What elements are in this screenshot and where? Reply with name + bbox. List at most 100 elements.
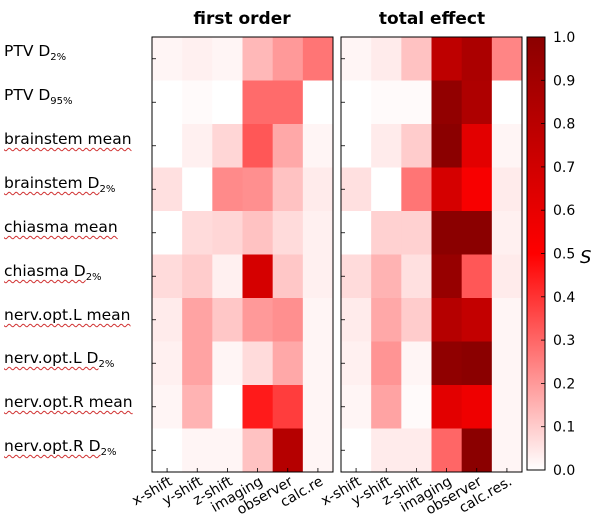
heatmap-cell	[152, 167, 183, 212]
heatmap-cell	[431, 298, 463, 342]
heatmap-cell	[401, 80, 432, 125]
heatmap-cell	[212, 298, 243, 342]
heatmap-cell	[182, 428, 213, 473]
row-label-ptv-d2: PTV D2%	[4, 42, 67, 64]
colorbar-tick-label: 0.8	[553, 117, 575, 133]
heatmap-cell	[152, 341, 183, 386]
heatmap-cell	[461, 298, 493, 342]
heatmap-cell	[341, 37, 372, 81]
heatmap-cell	[242, 254, 274, 299]
colorbar-tick-label: 0.7	[553, 160, 575, 176]
heatmap-cell	[371, 298, 402, 342]
heatmap-cell	[242, 124, 274, 168]
panel-title-first-order: first order	[193, 9, 291, 29]
heatmap-cell	[212, 37, 243, 81]
heatmap-cell	[431, 124, 463, 168]
colorbar-tick-label: 0.4	[553, 290, 575, 306]
heatmap-cell	[152, 254, 183, 299]
heatmap-cell	[371, 167, 402, 212]
heatmap-cell	[182, 211, 213, 255]
heatmap-cell	[272, 341, 304, 386]
heatmap-cell	[302, 167, 334, 212]
heatmap-cell	[491, 341, 523, 386]
heatmap-cell	[371, 37, 402, 81]
heatmap-cell	[152, 80, 183, 125]
heatmap-cell	[461, 37, 493, 81]
heatmap-cell	[491, 211, 523, 255]
heatmap-cell	[212, 80, 243, 125]
heatmap-cell	[182, 254, 213, 299]
heatmap-cell	[182, 341, 213, 386]
heatmap-cell	[491, 80, 523, 125]
heatmap-cell	[152, 428, 183, 473]
heatmap-cell	[371, 428, 402, 473]
heatmap-cell	[302, 254, 334, 299]
heatmap-cell	[461, 341, 493, 386]
heatmap-cell	[491, 254, 523, 299]
panel-0-cells	[152, 37, 334, 473]
heatmap-cell	[212, 341, 243, 386]
heatmap-cell	[341, 211, 372, 255]
panel-1-cells	[341, 37, 523, 473]
heatmap-cell	[182, 167, 213, 212]
heatmap-cell	[431, 37, 463, 81]
colorbar-tick-label: 0.0	[553, 463, 575, 479]
heatmap-cell	[302, 80, 334, 125]
heatmap-cell	[491, 385, 523, 429]
heatmap-cell	[461, 211, 493, 255]
heatmap-cell	[152, 124, 183, 168]
heatmap-cell	[401, 211, 432, 255]
heatmap-cell	[401, 298, 432, 342]
colorbar-tick-label: 0.2	[553, 376, 575, 392]
heatmap-cell	[302, 385, 334, 429]
row-label-brainstem-mean: brainstem mean	[4, 130, 132, 148]
heatmap-cell	[152, 298, 183, 342]
heatmap-cell	[431, 341, 463, 386]
heatmap-cell	[461, 254, 493, 299]
heatmap-cell	[272, 124, 304, 168]
heatmap-cell	[401, 385, 432, 429]
heatmap-cell	[302, 341, 334, 386]
heatmap-cell	[302, 37, 334, 81]
heatmap-cell	[431, 80, 463, 125]
heatmap-cell	[302, 428, 334, 473]
heatmap-cell	[242, 80, 274, 125]
heatmap-cell	[401, 254, 432, 299]
row-label-nervoptl-d2: nerv.opt.L D2%	[4, 349, 115, 371]
heatmap-cell	[491, 428, 523, 473]
heatmap-cell	[212, 167, 243, 212]
heatmap-cell	[431, 211, 463, 255]
colorbar-tick-label: 0.1	[553, 420, 575, 436]
row-label-chiasma-mean: chiasma mean	[4, 218, 118, 236]
heatmap-cell	[401, 341, 432, 386]
heatmap-cell	[272, 80, 304, 125]
heatmap-cell	[212, 124, 243, 168]
heatmap-cell	[272, 254, 304, 299]
heatmap-cell	[431, 385, 463, 429]
colorbar-label: S	[580, 247, 591, 268]
heatmap-cell	[212, 211, 243, 255]
heatmap-cell	[272, 37, 304, 81]
heatmap-cell	[182, 80, 213, 125]
heatmap-cell	[302, 298, 334, 342]
heatmap-cell	[401, 37, 432, 81]
heatmap-cell	[341, 428, 372, 473]
heatmap-cell	[182, 385, 213, 429]
heatmap-cell	[212, 254, 243, 299]
heatmap-cell	[461, 167, 493, 212]
heatmap-cell	[242, 298, 274, 342]
heatmap-cell	[242, 385, 274, 429]
heatmap-cell	[182, 37, 213, 81]
heatmap-cell	[152, 385, 183, 429]
heatmap-cell	[371, 124, 402, 168]
row-label-chiasma-d2: chiasma D2%	[4, 262, 102, 284]
row-label-ptv-d95: PTV D95%	[4, 86, 73, 108]
heatmap-cell	[212, 428, 243, 473]
colorbar-tick-label: 1.0	[553, 30, 575, 46]
heatmap-cell	[491, 124, 523, 168]
heatmap-cell	[341, 385, 372, 429]
colorbar-tick-label: 0.3	[553, 333, 575, 349]
heatmap-cell	[461, 124, 493, 168]
row-label-brainstem-d2: brainstem D2%	[4, 174, 116, 196]
